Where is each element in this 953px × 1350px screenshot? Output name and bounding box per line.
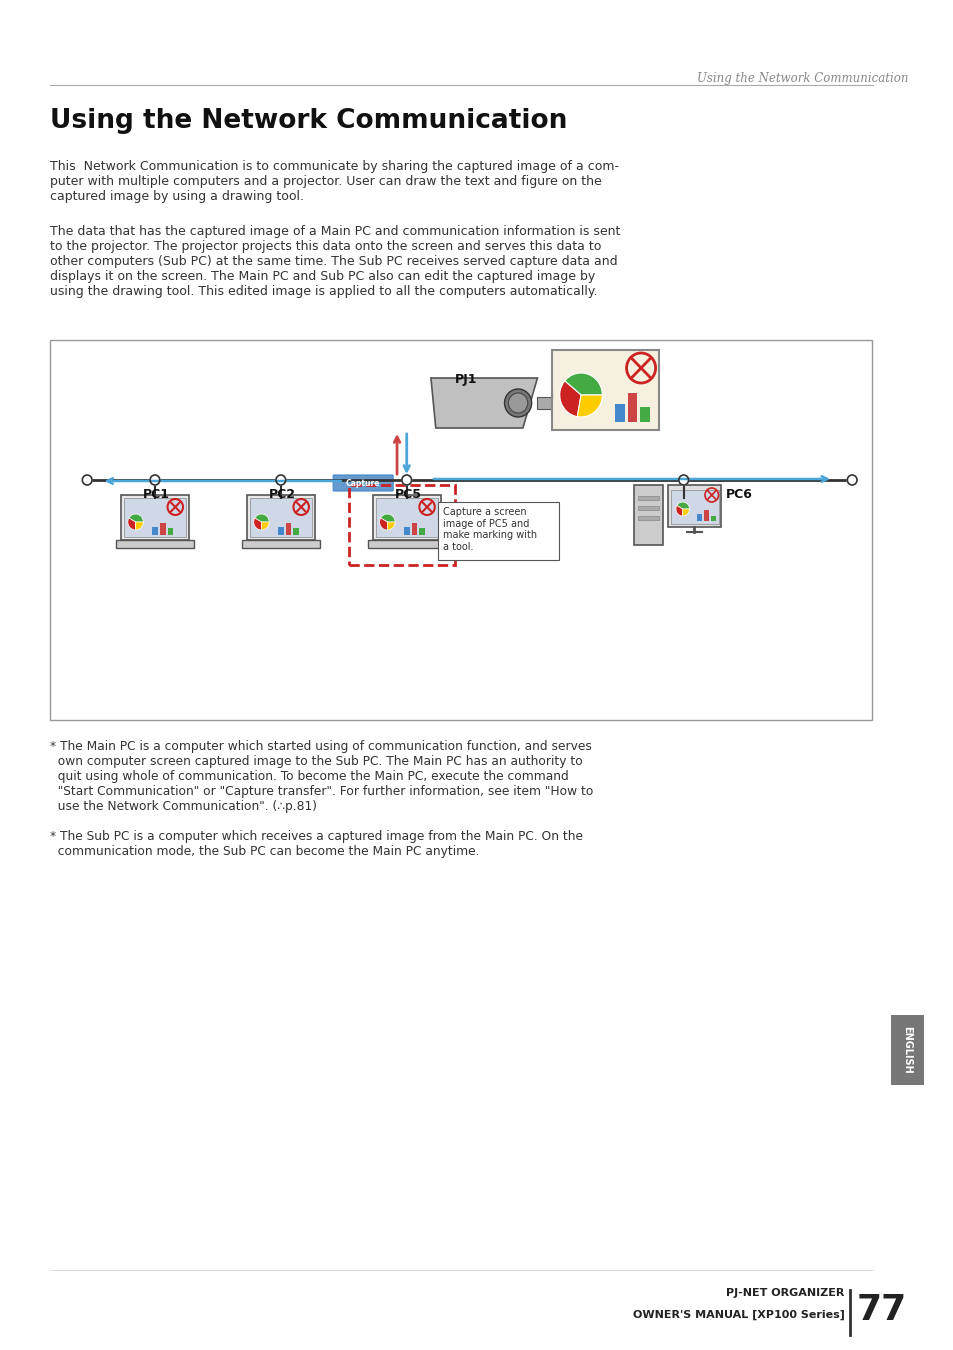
Wedge shape: [387, 522, 395, 531]
Text: * The Sub PC is a computer which receives a captured image from the Main PC. On : * The Sub PC is a computer which receive…: [51, 830, 582, 859]
Wedge shape: [682, 509, 689, 516]
Circle shape: [504, 389, 531, 417]
Circle shape: [401, 475, 411, 485]
Text: The data that has the captured image of a Main PC and communication information : The data that has the captured image of …: [51, 225, 620, 298]
Bar: [348, 485, 455, 566]
Bar: [638, 506, 659, 510]
Bar: [537, 397, 552, 409]
Bar: [890, 1015, 923, 1085]
Bar: [639, 406, 649, 423]
Bar: [710, 516, 715, 521]
Circle shape: [846, 475, 856, 485]
Polygon shape: [431, 378, 537, 428]
Bar: [627, 393, 637, 423]
Text: Capture a screen
image of PC5 and
make marking with
a tool.: Capture a screen image of PC5 and make m…: [442, 508, 537, 552]
Bar: [634, 485, 662, 545]
Bar: [294, 528, 299, 535]
Bar: [121, 495, 189, 540]
Wedge shape: [559, 381, 580, 417]
Bar: [152, 526, 157, 535]
Bar: [116, 540, 193, 548]
Bar: [368, 540, 445, 548]
Wedge shape: [135, 522, 143, 531]
Bar: [638, 495, 659, 500]
Text: ENGLISH: ENGLISH: [902, 1026, 911, 1073]
Circle shape: [679, 475, 688, 485]
Circle shape: [82, 475, 91, 485]
Wedge shape: [564, 373, 601, 396]
Text: PJ1: PJ1: [455, 373, 477, 386]
Text: 77: 77: [856, 1293, 906, 1327]
Bar: [552, 350, 658, 431]
Bar: [51, 340, 871, 720]
Wedge shape: [380, 514, 395, 522]
Wedge shape: [379, 518, 387, 531]
Text: PC2: PC2: [269, 487, 295, 501]
Text: PC5: PC5: [395, 487, 421, 501]
Wedge shape: [254, 514, 269, 522]
Bar: [168, 528, 173, 535]
Text: OWNER'S MANUAL [XP100 Series]: OWNER'S MANUAL [XP100 Series]: [632, 1310, 843, 1320]
Text: Using the Network Communication: Using the Network Communication: [51, 108, 567, 134]
Circle shape: [508, 393, 527, 413]
Bar: [285, 522, 292, 535]
Wedge shape: [129, 514, 143, 522]
Bar: [124, 498, 186, 537]
Wedge shape: [676, 505, 682, 516]
Bar: [667, 485, 720, 526]
Bar: [411, 522, 417, 535]
Bar: [159, 522, 166, 535]
Text: Using the Network Communication: Using the Network Communication: [697, 72, 908, 85]
Bar: [403, 526, 409, 535]
Circle shape: [275, 475, 285, 485]
Circle shape: [150, 475, 159, 485]
Bar: [697, 514, 701, 521]
Text: PC6: PC6: [725, 487, 752, 501]
Text: * The Main PC is a computer which started using of communication function, and s: * The Main PC is a computer which starte…: [51, 740, 593, 813]
Text: PJ-NET ORGANIZER: PJ-NET ORGANIZER: [725, 1288, 843, 1297]
Bar: [670, 490, 718, 524]
Text: This  Network Communication is to communicate by sharing the captured image of a: This Network Communication is to communi…: [51, 161, 618, 202]
Bar: [615, 404, 624, 423]
Bar: [703, 510, 708, 521]
Text: Capture: Capture: [346, 478, 380, 487]
Bar: [277, 526, 283, 535]
Bar: [242, 540, 319, 548]
Bar: [375, 498, 437, 537]
Bar: [247, 495, 314, 540]
Wedge shape: [676, 502, 689, 509]
Bar: [250, 498, 312, 537]
Wedge shape: [577, 396, 601, 417]
Wedge shape: [253, 518, 261, 531]
Bar: [437, 502, 558, 560]
Wedge shape: [128, 518, 135, 531]
Bar: [419, 528, 425, 535]
FancyBboxPatch shape: [333, 475, 393, 491]
Text: PC1: PC1: [143, 487, 171, 501]
Wedge shape: [261, 522, 269, 531]
Bar: [373, 495, 440, 540]
Bar: [638, 516, 659, 520]
